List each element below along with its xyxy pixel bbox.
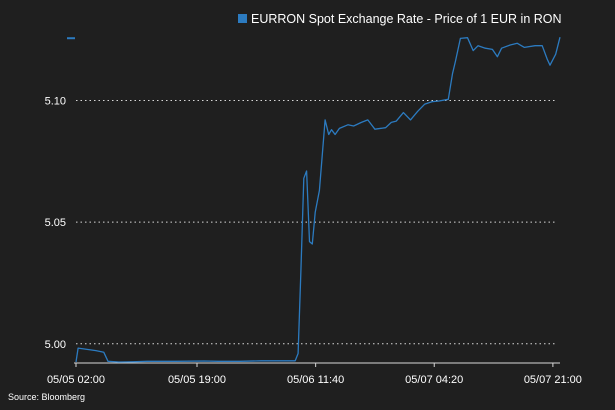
gridlines	[76, 99, 556, 345]
series-layer	[67, 37, 561, 363]
y-tick-label: 5.00	[45, 339, 66, 351]
x-tick-label: 05/07 21:00	[524, 374, 582, 386]
series-line-eurron	[75, 37, 561, 363]
x-tick-label: 05/07 04:20	[405, 374, 463, 386]
y-tick-label: 5.10	[45, 95, 66, 107]
y-axis-ticks: 5.00 5.05 5.10	[45, 95, 66, 350]
x-tick-label: 05/05 19:00	[168, 374, 226, 386]
y-tick-label: 5.05	[45, 217, 66, 229]
x-axis-ticks: 05/05 02:00 05/05 19:00 05/06 11:40 05/07 0…	[47, 363, 582, 386]
x-tick-label: 05/05 02:00	[47, 374, 105, 386]
legend-label: EURRON Spot Exchange Rate - Price of 1 E…	[251, 12, 562, 26]
legend-swatch	[238, 14, 247, 23]
source-note: Source: Bloomberg	[8, 392, 85, 402]
x-tick-label: 05/06 11:40	[287, 374, 344, 386]
